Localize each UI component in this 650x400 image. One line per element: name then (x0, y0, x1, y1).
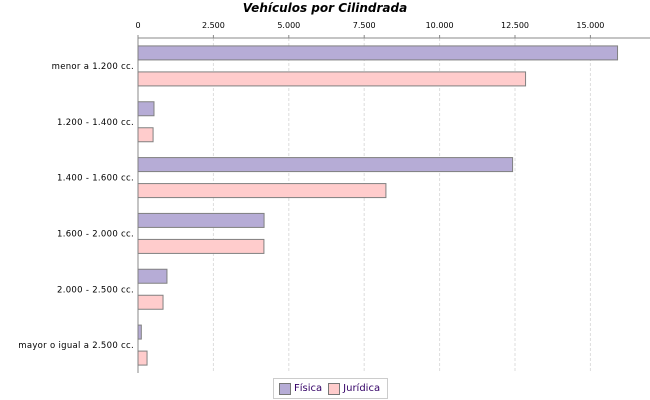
bar-fisica (137, 157, 514, 173)
x-tick-label: 2.500 (202, 21, 225, 30)
x-tick-label: 15.000 (576, 21, 604, 30)
category-label: mayor o igual a 2.500 cc. (18, 341, 134, 351)
legend-swatch (328, 382, 341, 395)
bar-juridica (137, 350, 148, 366)
category-label: menor a 1.200 cc. (52, 62, 134, 72)
bar-juridica (137, 294, 164, 310)
bar-fisica (137, 324, 142, 340)
bar-fisica (137, 45, 619, 61)
bar-juridica (137, 183, 387, 199)
legend-label: Jurídica (343, 383, 381, 394)
category-label: 1.600 - 2.000 cc. (57, 229, 134, 239)
category-label: 1.200 - 1.400 cc. (57, 118, 134, 128)
x-tick-label: 5.000 (277, 21, 300, 30)
bar-juridica (137, 71, 527, 87)
x-tick-label: 12.500 (501, 21, 529, 30)
bar-juridica (137, 127, 154, 143)
bar-juridica (137, 238, 265, 254)
category-label: 2.000 - 2.500 cc. (57, 285, 134, 295)
legend-swatch (279, 382, 291, 395)
chart-title: Vehículos por Cilindrada (242, 1, 408, 15)
legend-label: Física (294, 383, 323, 394)
category-label: 1.400 - 1.600 cc. (57, 174, 134, 184)
x-tick-label: 0 (135, 21, 140, 30)
bar-fisica (137, 212, 265, 228)
legend-item-juridica: Jurídica (326, 382, 381, 395)
bar-fisica (137, 101, 155, 117)
legend: Física Jurídica (273, 378, 389, 399)
bar-fisica (137, 268, 168, 284)
x-tick-label: 7.500 (353, 21, 376, 30)
legend-item-fisica: Física (277, 382, 323, 395)
x-tick-label: 10.000 (426, 21, 454, 30)
